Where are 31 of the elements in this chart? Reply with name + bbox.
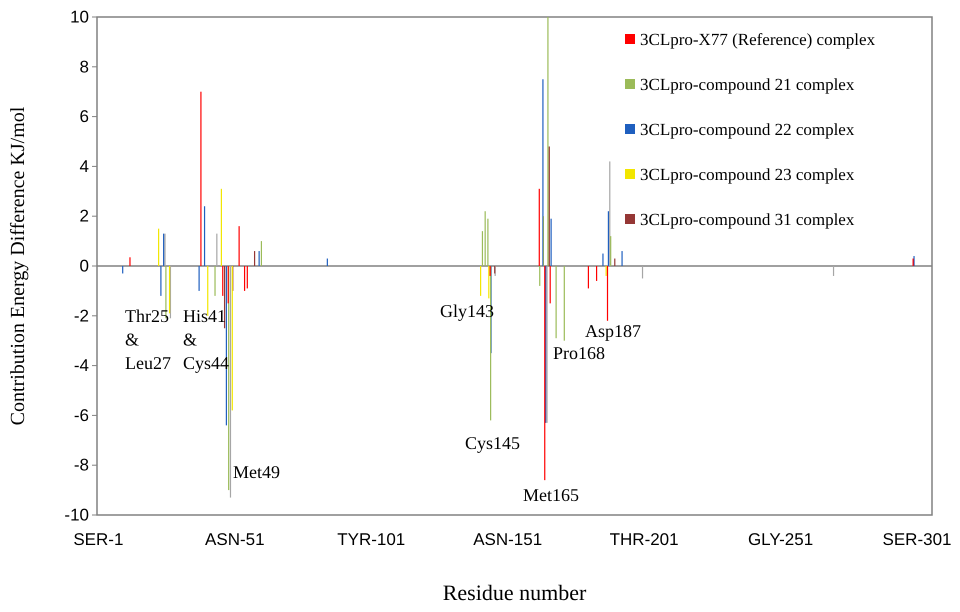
- y-axis-title: Contribution Energy Difference KJ/mol: [7, 106, 29, 426]
- x-axis-title: Residue number: [442, 580, 587, 605]
- y-tick-label: -2: [74, 306, 89, 326]
- x-tick-label: GLY-251: [748, 530, 814, 550]
- x-tick-label: SER-1: [73, 530, 124, 550]
- y-tick-label: 6: [80, 107, 89, 126]
- legend-label: 3CLpro-compound 23 complex: [640, 165, 855, 184]
- y-tick-label: 2: [80, 206, 89, 226]
- x-tick-label: ASN-151: [473, 530, 542, 550]
- y-tick-label: -6: [74, 406, 89, 425]
- annotation: Thr25 & Leu27: [125, 306, 171, 373]
- legend-label: 3CLpro-compound 22 complex: [640, 120, 855, 139]
- annotation: Asp187: [585, 321, 642, 341]
- legend-label: 3CLpro-compound 31 complex: [640, 210, 855, 229]
- y-tick-label: -10: [64, 505, 89, 524]
- legend-label: 3CLpro-compound 21 complex: [640, 75, 855, 94]
- y-tick-label: -4: [74, 356, 89, 376]
- x-tick-label: TYR-101: [337, 530, 406, 550]
- x-tick-label: ASN-51: [205, 530, 265, 550]
- y-tick-label: 0: [80, 256, 89, 276]
- y-tick-label: 10: [70, 7, 89, 26]
- y-tick-label: 4: [80, 156, 89, 176]
- x-tick-label: SER-301: [882, 530, 952, 550]
- annotation: Met49: [233, 462, 280, 482]
- annotation: Pro168: [553, 343, 606, 363]
- x-tick-label: THR-201: [610, 530, 679, 550]
- y-tick-label: 8: [80, 57, 89, 76]
- legend-label: 3CLpro-X77 (Reference) complex: [640, 30, 876, 49]
- annotation: Met165: [523, 485, 579, 505]
- annotation: Cys145: [465, 433, 520, 453]
- y-tick-label: -8: [74, 456, 89, 475]
